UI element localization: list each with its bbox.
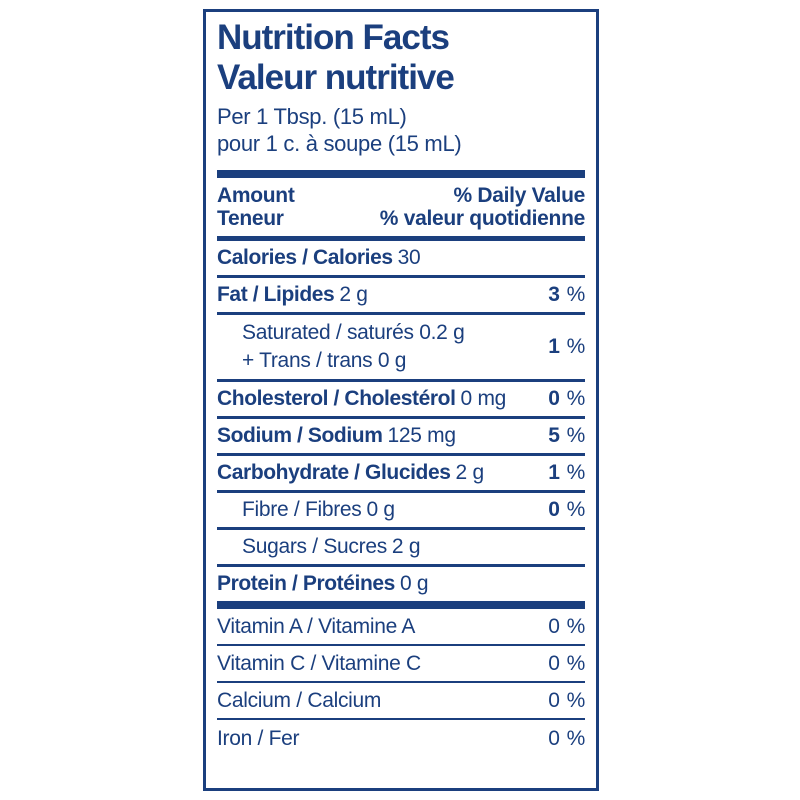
serving-size-english: Per 1 Tbsp. (15 mL) xyxy=(217,104,407,129)
daily-value-cell: 0% xyxy=(540,651,585,677)
nutrient-row-calories: Calories / Calories 30 xyxy=(217,241,585,278)
daily-value-cell: 0% xyxy=(540,688,585,714)
divider-medium-header xyxy=(217,236,585,241)
daily-value-header-english: % Daily Value xyxy=(453,184,585,207)
nutrient-name: Carbohydrate / Glucides xyxy=(217,461,451,484)
nutrient-name: Fat / Lipides xyxy=(217,283,335,306)
daily-value-cell: 1% xyxy=(540,334,585,360)
daily-value-number: 0 xyxy=(548,498,560,521)
amount-header: Amount Teneur xyxy=(217,184,295,230)
daily-value-number: 1 xyxy=(548,335,560,358)
nutrient-text: Carbohydrate / Glucides 2 g xyxy=(217,460,484,486)
title-french: Valeur nutritive xyxy=(217,58,455,97)
nutrient-text: Iron / Fer xyxy=(217,726,300,752)
nutrient-name: Vitamin A / Vitamine A xyxy=(217,614,416,638)
daily-value-cell: 0% xyxy=(540,614,585,640)
percent-sign: % xyxy=(566,335,586,358)
percent-sign: % xyxy=(566,688,586,712)
serving-size-french: pour 1 c. à soupe (15 mL) xyxy=(217,131,462,156)
nutrient-text: Protein / Protéines 0 g xyxy=(217,571,429,597)
daily-value-header-french: % valeur quotidienne xyxy=(379,207,586,230)
amount-header-french: Teneur xyxy=(217,207,284,230)
daily-value-number: 0 xyxy=(548,688,560,712)
label-titles: Nutrition Facts Valeur nutritive xyxy=(217,18,585,98)
nutrient-row-sugars: Sugars / Sucres 2 g xyxy=(217,530,585,567)
daily-value-cell: 3% xyxy=(540,282,585,308)
nutrient-row-iron: Iron / Fer 0% xyxy=(217,720,585,757)
daily-value-cell: 5% xyxy=(540,423,585,449)
nutrient-row-fat: Fat / Lipides 2 g 3% xyxy=(217,278,585,315)
nutrient-row-vitamin-c: Vitamin C / Vitamine C 0% xyxy=(217,646,585,683)
daily-value-number: 1 xyxy=(548,461,560,484)
nutrient-text: Fat / Lipides 2 g xyxy=(217,282,368,308)
daily-value-header: % Daily Value % valeur quotidienne xyxy=(379,184,586,230)
daily-value-number: 5 xyxy=(548,424,560,447)
nutrient-row-calcium: Calcium / Calcium 0% xyxy=(217,683,585,720)
nutrient-rows: Calories / Calories 30 Fat / Lipides 2 g 3% S… xyxy=(217,241,585,757)
nutrient-name: Cholesterol / Cholestérol xyxy=(217,387,456,410)
nutrient-amount: 30 xyxy=(397,246,421,269)
column-header-row: Amount Teneur % Daily Value % valeur quo… xyxy=(217,178,585,236)
nutrient-text: Fibre / Fibres 0 g xyxy=(217,497,395,523)
nutrient-text: Saturated / saturés 0.2 g + Trans / trans… xyxy=(217,319,465,375)
nutrient-amount: 0 g xyxy=(399,572,429,595)
nutrient-amount: 2 g xyxy=(391,535,421,558)
nutrient-name: Vitamin C / Vitamine C xyxy=(217,651,421,675)
nutrient-amount: 0 g xyxy=(366,498,396,521)
daily-value-number: 0 xyxy=(548,651,560,675)
percent-sign: % xyxy=(566,461,586,484)
daily-value-cell: 0% xyxy=(540,726,585,752)
nutrient-row-carbohydrate: Carbohydrate / Glucides 2 g 1% xyxy=(217,456,585,493)
nutrient-amount: 125 mg xyxy=(387,424,457,447)
nutrient-amount: 2 g xyxy=(339,283,368,306)
nutrient-line: + Trans / trans 0 g xyxy=(242,349,407,372)
nutrient-amount: 2 g xyxy=(455,461,485,484)
daily-value-cell: 1% xyxy=(540,460,585,486)
nutrient-line: Saturated / saturés 0.2 g xyxy=(242,321,465,344)
daily-value-number: 0 xyxy=(548,614,560,638)
nutrient-row-cholesterol: Cholesterol / Cholestérol 0 mg 0% xyxy=(217,382,585,419)
percent-sign: % xyxy=(566,614,586,638)
title-english: Nutrition Facts xyxy=(217,18,450,57)
nutrient-text: Sodium / Sodium 125 mg xyxy=(217,423,456,449)
nutrient-row-sodium: Sodium / Sodium 125 mg 5% xyxy=(217,419,585,456)
nutrient-row-protein: Protein / Protéines 0 g xyxy=(217,567,585,609)
amount-header-english: Amount xyxy=(217,184,295,207)
nutrient-amount: 0 mg xyxy=(460,387,507,410)
nutrient-name: Calories / Calories xyxy=(217,246,393,269)
nutrient-row-vitamin-a: Vitamin A / Vitamine A 0% xyxy=(217,609,585,646)
nutrient-name: Protein / Protéines xyxy=(217,572,395,595)
percent-sign: % xyxy=(566,283,586,306)
divider-thick-top xyxy=(217,170,585,178)
nutrient-name: Sugars / Sucres xyxy=(242,535,387,558)
nutrient-name: Calcium / Calcium xyxy=(217,688,382,712)
daily-value-cell: 0% xyxy=(540,497,585,523)
nutrition-facts-label: Nutrition Facts Valeur nutritive Per 1 T… xyxy=(203,9,599,791)
nutrient-name: Sodium / Sodium xyxy=(217,424,383,447)
nutrient-text: Sugars / Sucres 2 g xyxy=(217,534,421,560)
nutrient-text: Cholesterol / Cholestérol 0 mg xyxy=(217,386,506,412)
nutrient-row-fibre: Fibre / Fibres 0 g 0% xyxy=(217,493,585,530)
nutrient-text: Vitamin A / Vitamine A xyxy=(217,614,415,640)
nutrient-name: Fibre / Fibres xyxy=(242,498,362,521)
nutrient-row-saturated-trans: Saturated / saturés 0.2 g + Trans / trans… xyxy=(217,315,585,382)
nutrient-name: Iron / Fer xyxy=(217,726,300,750)
percent-sign: % xyxy=(566,726,586,750)
nutrient-text: Vitamin C / Vitamine C xyxy=(217,651,421,677)
percent-sign: % xyxy=(566,651,586,675)
serving-size: Per 1 Tbsp. (15 mL) pour 1 c. à soupe (1… xyxy=(217,103,585,157)
daily-value-cell: 0% xyxy=(540,386,585,412)
daily-value-number: 3 xyxy=(548,283,560,306)
percent-sign: % xyxy=(566,498,586,521)
nutrient-text: Calories / Calories 30 xyxy=(217,245,421,271)
daily-value-number: 0 xyxy=(548,387,560,410)
percent-sign: % xyxy=(566,424,586,447)
daily-value-number: 0 xyxy=(548,726,560,750)
nutrient-text: Calcium / Calcium xyxy=(217,688,381,714)
percent-sign: % xyxy=(566,387,586,410)
